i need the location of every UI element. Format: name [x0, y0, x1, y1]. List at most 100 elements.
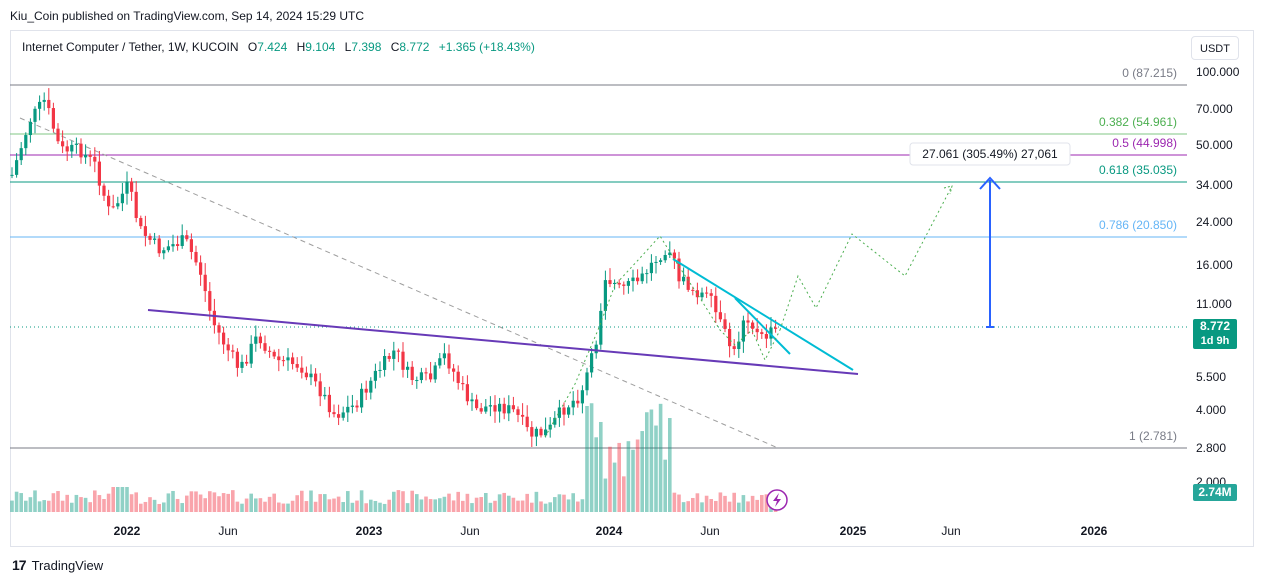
fib-label-05: 0.5 (44.998)	[1112, 136, 1177, 150]
volume-bar	[281, 503, 286, 512]
publisher-text: Kiu_Coin published on TradingView.com, S…	[10, 9, 365, 23]
price-tick: 11.000	[1196, 297, 1232, 311]
volume-bar	[585, 406, 589, 512]
measure-label-box[interactable]: 27.061 (305.49%) 27,061	[909, 142, 1071, 166]
symbol-title[interactable]: Internet Computer / Tether, 1W, KUCOIN	[22, 40, 239, 54]
volume-bar	[125, 487, 129, 512]
candle-body	[240, 361, 244, 368]
fib-label-0382: 0.382 (54.961)	[1099, 115, 1177, 129]
volume-bar	[106, 493, 111, 512]
candle-body	[700, 292, 704, 298]
last-price-value: 8.772	[1199, 319, 1231, 333]
candle-body	[47, 99, 51, 109]
volume-bar	[300, 490, 304, 512]
candle-body	[341, 412, 345, 418]
candle-body	[88, 154, 92, 157]
price-axis[interactable]: 100.000 70.000 50.000 34.000 24.000 16.0…	[1196, 65, 1240, 489]
time-axis[interactable]: 2022 Jun 2023 Jun 2024 Jun 2025 Jun 2026	[114, 524, 1108, 538]
volume-bar	[79, 497, 83, 512]
tradingview-logo-icon[interactable]: 17	[12, 557, 27, 573]
candle-body	[15, 160, 19, 175]
candle-body	[695, 290, 699, 298]
volume-bar	[346, 491, 350, 512]
lightning-icon[interactable]	[766, 489, 788, 511]
volume-bar	[97, 495, 102, 512]
volume-bar	[231, 490, 235, 512]
candle-body	[461, 383, 465, 385]
fibonacci-levels[interactable]	[10, 84, 1187, 449]
currency-button[interactable]: USDT	[1191, 36, 1239, 60]
dashed-trendline[interactable]	[19, 117, 779, 449]
candle-body	[263, 343, 267, 351]
candle-body	[493, 405, 497, 412]
candle-body	[429, 373, 433, 380]
candle-body	[672, 252, 676, 259]
purple-support-trendline[interactable]	[147, 309, 859, 375]
volume-bar	[129, 494, 134, 512]
symbol-legend[interactable]: Internet Computer / Tether, 1W, KUCOIN O…	[22, 40, 535, 54]
volume-bar	[718, 492, 723, 512]
volume-bar	[254, 498, 258, 512]
volume-bar	[626, 441, 631, 512]
candle-body	[222, 332, 226, 345]
candle-body	[594, 344, 598, 354]
candle-body	[507, 405, 511, 414]
candle-body	[346, 406, 350, 413]
candle-body	[337, 414, 341, 418]
candle-body	[521, 414, 525, 417]
candle-body	[622, 284, 626, 286]
candle-body	[654, 261, 658, 263]
candle-body	[309, 373, 313, 378]
candle-body	[613, 282, 617, 285]
volume-bar	[51, 493, 56, 512]
volume-bar	[668, 418, 672, 512]
price-tick: 70.000	[1196, 102, 1233, 116]
volume-bar	[589, 403, 594, 512]
chart-frame[interactable]	[10, 30, 1254, 547]
footer[interactable]: 17 TradingView	[12, 557, 103, 573]
price-tick: 34.000	[1196, 178, 1233, 192]
projection-path-forecast[interactable]	[779, 185, 953, 331]
volume-bar	[37, 501, 42, 512]
volume-bar	[373, 500, 378, 512]
volume-bar	[116, 487, 120, 512]
candle-body	[686, 276, 690, 290]
volume-bar	[42, 500, 46, 512]
volume-bar	[185, 495, 189, 512]
candle-body	[245, 361, 249, 364]
candle-body	[557, 407, 561, 418]
volume-bar	[424, 496, 428, 512]
volume-bar	[465, 493, 470, 512]
candle-body	[42, 99, 46, 102]
cyan-resistance-trendline[interactable]	[672, 258, 854, 371]
candle-body	[516, 409, 520, 415]
candle-body	[723, 319, 727, 329]
volume-bar	[355, 500, 359, 512]
volume-bar	[249, 493, 253, 512]
candle-body	[415, 380, 419, 382]
tradingview-brand[interactable]: TradingView	[31, 557, 104, 573]
candle-body	[56, 128, 60, 142]
volume-bar	[525, 493, 529, 512]
cyan-short-trendline[interactable]	[734, 297, 791, 355]
candle-body	[705, 292, 709, 294]
volume-bar	[221, 493, 226, 512]
low-value: 7.398	[351, 40, 382, 54]
candle-body	[645, 273, 649, 275]
candle-body	[562, 407, 566, 415]
volume-bar	[461, 500, 465, 512]
volume-bar	[175, 498, 180, 512]
volume-bar	[341, 502, 345, 512]
volume-bar	[663, 459, 667, 512]
candle-body	[231, 350, 235, 352]
volume-bar	[143, 501, 148, 512]
candle-body	[143, 226, 147, 236]
candle-body	[737, 341, 741, 350]
volume-bar	[493, 500, 497, 512]
candle-body	[580, 390, 584, 404]
candle-body	[139, 217, 143, 227]
candle-body	[677, 258, 681, 282]
volume-bar	[723, 495, 727, 512]
volume-bar	[433, 499, 437, 512]
